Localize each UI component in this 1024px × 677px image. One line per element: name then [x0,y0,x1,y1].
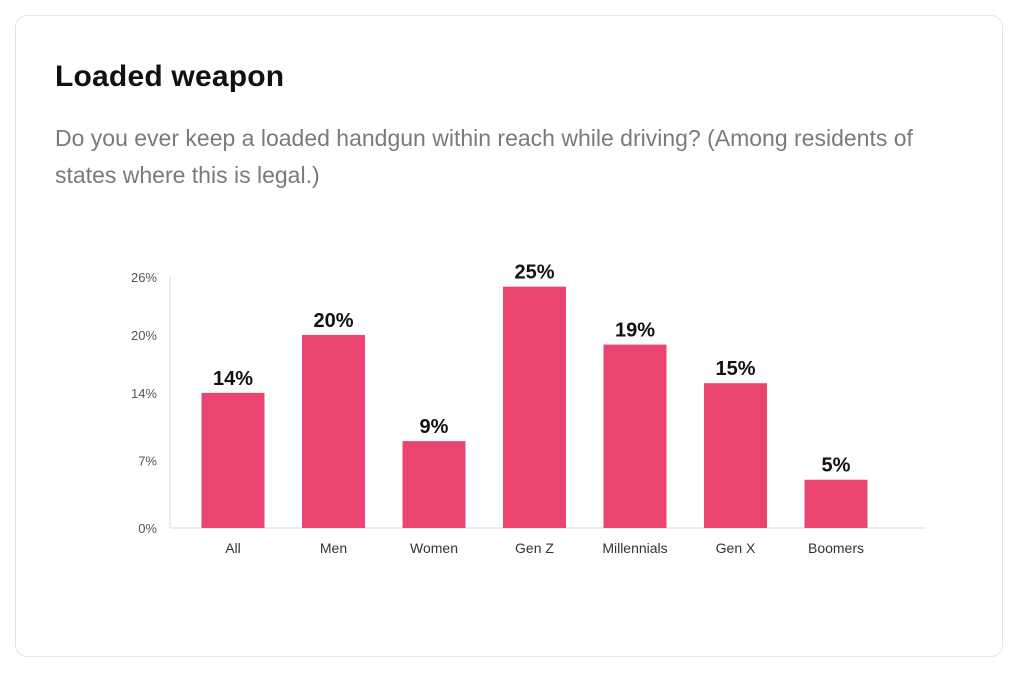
y-tick-label: 14% [131,386,157,401]
y-tick-label: 26% [131,270,157,285]
bar-value-label: 20% [313,310,353,332]
y-tick-label: 7% [138,453,157,468]
x-category-label: Gen Z [515,540,554,556]
chart-subtitle: Do you ever keep a loaded handgun within… [55,125,913,188]
bar [503,286,566,528]
x-category-label: Boomers [808,540,864,556]
bar-value-label: 9% [420,416,449,438]
y-tick-label: 0% [138,521,157,536]
bar-value-label: 25% [514,262,554,284]
chart-title: Loaded weapon [55,60,285,93]
bar-value-label: 14% [213,368,253,390]
x-category-label: Millennials [602,540,667,556]
bar [201,392,265,528]
y-tick-label: 20% [131,328,157,343]
bar-value-label: 19% [615,320,655,342]
bar [704,383,767,528]
x-category-label: Men [320,540,347,556]
bar [402,441,466,528]
x-category-label: All [225,540,241,556]
x-category-label: Gen X [716,540,756,556]
bar-value-label: 15% [715,358,755,380]
x-category-label: Women [410,540,458,556]
bar-value-label: 5% [822,455,851,477]
bar [804,479,868,528]
bar [603,344,667,528]
bar [302,334,365,528]
